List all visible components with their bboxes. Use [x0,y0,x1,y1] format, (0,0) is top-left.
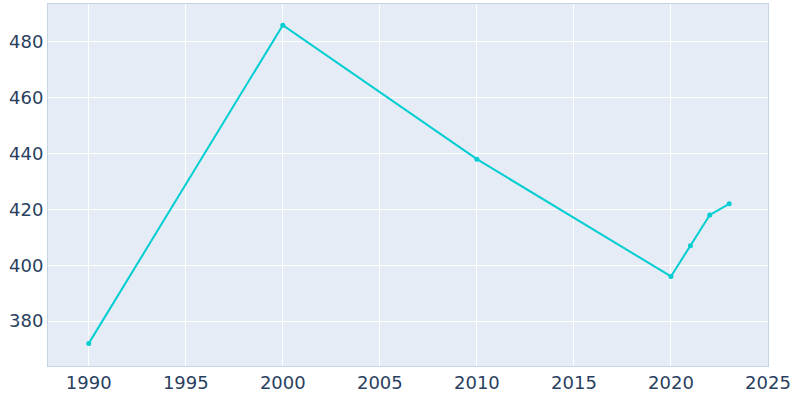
svg-text:400: 400 [9,255,43,276]
svg-text:2000: 2000 [260,372,306,393]
svg-text:2025: 2025 [745,372,791,393]
svg-text:380: 380 [9,310,43,331]
svg-text:2010: 2010 [454,372,500,393]
svg-text:420: 420 [9,199,43,220]
svg-text:1990: 1990 [66,372,112,393]
svg-text:2005: 2005 [357,372,403,393]
svg-text:460: 460 [9,87,43,108]
svg-text:440: 440 [9,143,43,164]
svg-text:480: 480 [9,31,43,52]
svg-text:2015: 2015 [551,372,597,393]
svg-text:1995: 1995 [163,372,209,393]
svg-text:2020: 2020 [648,372,694,393]
